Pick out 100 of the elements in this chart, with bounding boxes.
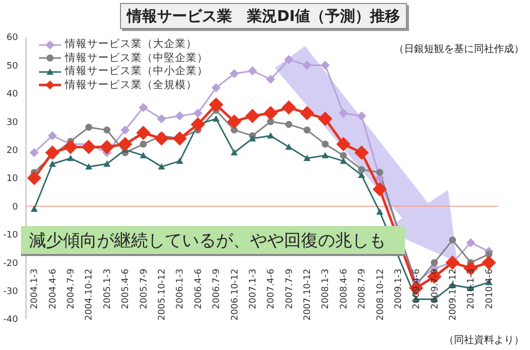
point (304, 126, 311, 134)
y-tick-label: 50 (6, 61, 18, 72)
point (357, 111, 366, 121)
point (230, 149, 238, 156)
point (376, 208, 384, 215)
point (263, 106, 278, 120)
point (193, 108, 202, 118)
legend-label: 情報サービス業（中小企業） (65, 65, 208, 78)
x-tick-label: 2008.7-9 (358, 268, 368, 310)
x-tick-label: 2007.10-12 (303, 268, 314, 321)
point (284, 55, 294, 64)
point (340, 158, 347, 164)
x-tick-label: 2009.1-3 (394, 268, 404, 310)
legend-label: 情報サービス業（大企業） (65, 38, 197, 52)
x-tick-label: 2006.1-3 (176, 268, 186, 310)
point (100, 140, 114, 154)
x-tick-label: 2006.10-12 (230, 268, 240, 321)
point (482, 255, 496, 270)
point (154, 131, 169, 146)
point (85, 124, 92, 131)
point (227, 114, 242, 129)
point (138, 102, 148, 112)
x-tick-label: 2007.7-9 (284, 268, 295, 310)
point (30, 206, 38, 212)
point (376, 168, 384, 176)
x-tick-label: 2006.4-6 (194, 268, 204, 310)
y-tick-label: 30 (6, 118, 18, 128)
point (103, 126, 110, 134)
point (230, 69, 239, 78)
x-tick-label: 2004.1-3 (30, 268, 40, 310)
point (120, 126, 130, 135)
point (45, 145, 60, 160)
x-tick-label: 2009.10-12 (448, 268, 459, 321)
x-tick-label: 2009.4-6 (412, 268, 422, 310)
point (103, 160, 110, 167)
x-tick-label: 2004.4-6 (48, 268, 58, 310)
x-tick-label: 2004.10-12 (84, 268, 95, 321)
point (372, 182, 387, 196)
x-tick-label: 2007.4-6 (266, 268, 277, 310)
x-tick-label: 2005.10-12 (158, 268, 168, 321)
x-tick-label: 2006.7-9 (212, 268, 222, 310)
point (300, 106, 314, 120)
text: （同社資料より） (444, 334, 524, 347)
point (63, 140, 78, 154)
legend-label: 情報サービス業（全規模） (65, 78, 197, 92)
annotation: （日銀短観を基に同社作成） (394, 42, 524, 56)
x-tick-label: 2010.1-3 (466, 268, 477, 310)
x-tick-label: 2004.7-9 (66, 268, 77, 310)
point (322, 152, 329, 158)
point (340, 152, 347, 159)
x-tick-label: 2005.4-6 (121, 268, 132, 310)
y-tick-label: 10 (6, 174, 18, 184)
point (285, 143, 292, 150)
point (118, 137, 132, 152)
point (27, 170, 42, 186)
point (85, 163, 92, 170)
y-tick-label: 20 (6, 146, 18, 156)
point (208, 98, 224, 112)
point (212, 83, 221, 92)
point (354, 145, 369, 160)
point (320, 60, 330, 70)
y-tick-label: 0 (12, 202, 18, 212)
annotation: 減少傾向が継続しているが、やや回復の兆しも (21, 226, 405, 256)
point (176, 158, 184, 164)
x-tick-label: 2007.1-3 (248, 268, 258, 310)
point (318, 112, 332, 126)
point (158, 163, 166, 170)
point (466, 238, 476, 248)
y-tick-label: 40 (6, 90, 18, 100)
point (175, 111, 184, 121)
point (212, 115, 220, 122)
point (282, 100, 296, 115)
x-tick-label: 2008.10-12 (376, 268, 386, 321)
point (136, 126, 150, 140)
x-tick-label: 2008.1-3 (321, 268, 332, 310)
point (156, 114, 166, 124)
point (140, 140, 147, 148)
y-tick-label: -40 (3, 315, 18, 326)
point (48, 131, 57, 140)
point (266, 74, 276, 84)
x-tick-label: 2005.1-3 (102, 268, 113, 310)
point (67, 154, 74, 162)
point (304, 154, 311, 162)
y-tick-label: -30 (3, 286, 18, 297)
point (48, 160, 56, 167)
point (358, 172, 366, 178)
point (172, 131, 187, 146)
chart-title: 情報サービス業 業況DI値（予測）推移 (120, 3, 407, 29)
point (267, 132, 274, 138)
point (449, 236, 456, 244)
point (302, 60, 312, 70)
point (248, 66, 257, 76)
y-tick-label: -10 (3, 230, 18, 241)
x-tick-label: 2005.7-9 (139, 268, 150, 310)
point (322, 140, 329, 148)
x-tick-label: 2010.4-6 (484, 268, 495, 310)
point (336, 137, 351, 152)
point (248, 135, 256, 142)
y-tick-label: 60 (6, 33, 18, 44)
point (190, 117, 206, 132)
